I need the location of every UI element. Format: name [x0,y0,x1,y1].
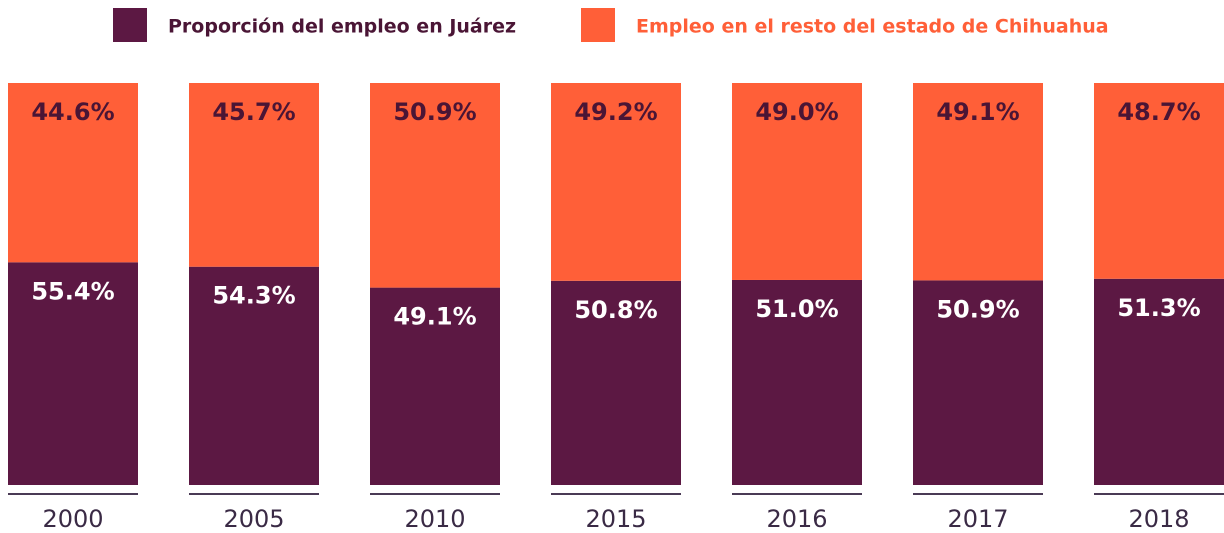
value-label: 45.7% [212,98,295,126]
bar-segment [189,266,319,485]
value-label: 50.8% [574,296,657,324]
value-label: 49.0% [755,98,838,126]
value-label: 54.3% [212,282,295,310]
bar-segment [732,83,862,280]
value-label: 44.6% [31,98,114,126]
bar-segment [189,83,319,267]
bar-segment [8,262,138,485]
bar-segment [913,83,1043,281]
legend-swatch [581,8,615,42]
x-tick-label: 2000 [42,505,103,533]
value-label: 49.1% [393,303,476,331]
value-label: 51.0% [755,295,838,323]
value-label: 51.3% [1117,294,1200,322]
bar-segment [551,280,681,485]
x-tick-label: 2010 [404,505,465,533]
bar-segment [913,280,1043,485]
legend-swatch [113,8,147,42]
bar-segment [370,287,500,485]
bar-segment [732,279,862,485]
x-tick-label: 2017 [947,505,1008,533]
value-label: 49.2% [574,98,657,126]
legend-label: Proporción del empleo en Juárez [168,16,516,38]
bar-segment [551,83,681,281]
x-tick-label: 2005 [223,505,284,533]
bar-segment [370,83,500,288]
value-label: 50.9% [936,295,1019,323]
value-label: 48.7% [1117,98,1200,126]
bar-segment [1094,83,1224,279]
value-label: 49.1% [936,98,1019,126]
bar-segment [8,83,138,263]
x-tick-label: 2016 [766,505,827,533]
value-label: 50.9% [393,98,476,126]
x-tick-label: 2018 [1128,505,1189,533]
bar-segment [1094,278,1224,485]
value-label: 55.4% [31,277,114,305]
x-tick-label: 2015 [585,505,646,533]
legend-label: Empleo en el resto del estado de Chihuah… [636,16,1109,38]
